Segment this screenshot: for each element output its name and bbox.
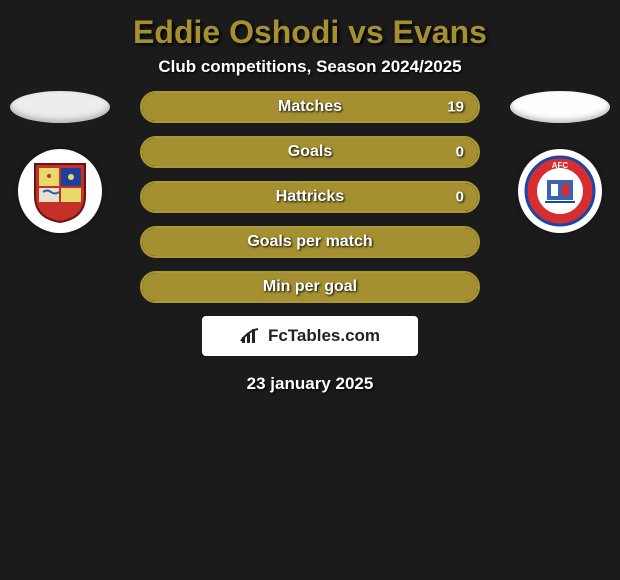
bar-value-right: 0 [456,144,464,161]
bar-label: Matches [142,98,478,116]
brand-text: FcTables.com [268,326,380,346]
bar-label: Min per goal [142,278,478,296]
bar-label: Hattricks [142,188,478,206]
comparison-content: AFC Matches 19 Goals 0 Hattricks 0 G [0,91,620,356]
stat-bar-hattricks: Hattricks 0 [140,181,480,213]
stat-bar-matches: Matches 19 [140,91,480,123]
player-right-crest: AFC [518,149,602,233]
badge-icon: AFC [523,154,597,228]
brand-box[interactable]: FcTables.com [202,316,418,356]
player-right-name-pill [510,91,610,123]
subtitle: Club competitions, Season 2024/2025 [0,57,620,91]
stat-bar-goals: Goals 0 [140,136,480,168]
svg-text:AFC: AFC [552,161,569,170]
bar-value-right: 19 [447,99,464,116]
shield-icon [25,156,95,226]
player-left-column [0,91,120,233]
date-text: 23 january 2025 [0,356,620,394]
player-right-column: AFC [500,91,620,233]
bar-label: Goals [142,143,478,161]
stat-bar-min-per-goal: Min per goal [140,271,480,303]
bar-value-right: 0 [456,189,464,206]
bar-label: Goals per match [142,233,478,251]
bar-chart-icon [240,327,262,345]
page-title: Eddie Oshodi vs Evans [0,0,620,57]
stat-bars: Matches 19 Goals 0 Hattricks 0 Goals per… [140,91,480,303]
player-left-name-pill [10,91,110,123]
player-left-crest [18,149,102,233]
stat-bar-goals-per-match: Goals per match [140,226,480,258]
